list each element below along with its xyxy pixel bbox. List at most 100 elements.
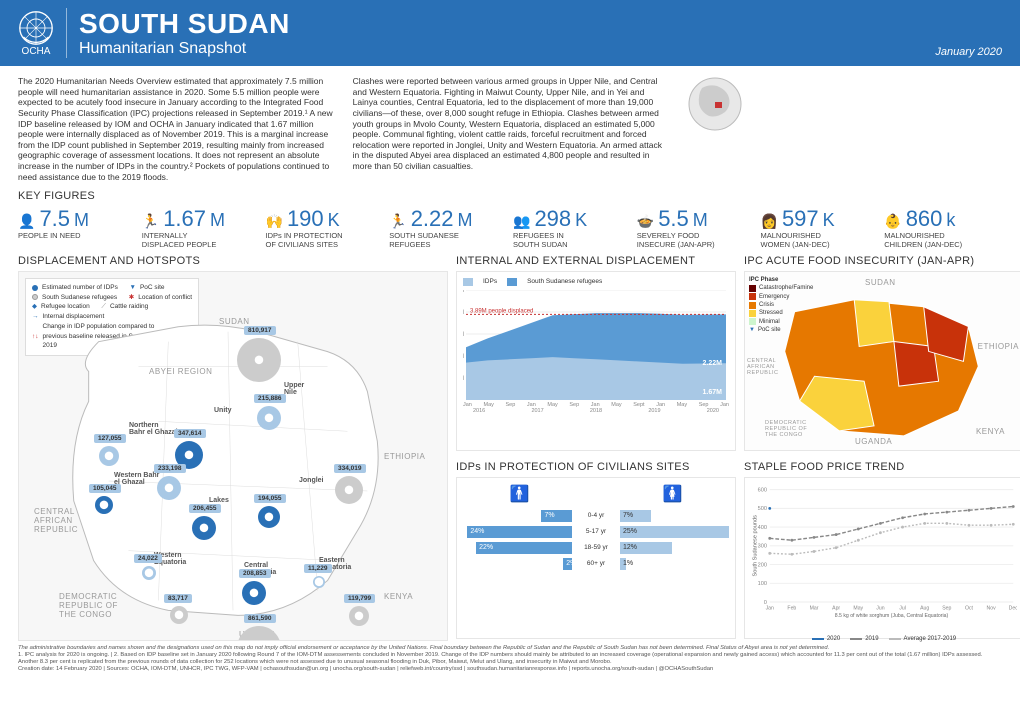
map-region: Upper Nile xyxy=(284,382,304,396)
svg-text:400: 400 xyxy=(758,525,767,531)
key-figure: 🏃1.67M INTERNALLY DISPLACED PEOPLE xyxy=(142,206,260,249)
map-neighbor: ABYEI REGION xyxy=(149,367,212,376)
key-figure: 🏃2.22M SOUTH SUDANESE REFUGEES xyxy=(389,206,507,249)
doc-title: SOUTH SUDAN xyxy=(79,8,923,40)
svg-text:4M: 4M xyxy=(463,310,464,316)
map-title: DISPLACEMENT AND HOTSPOTS xyxy=(18,255,448,267)
pyramid-bar-female: 25% xyxy=(620,526,729,538)
map-bubble-label: 194,055 xyxy=(254,494,286,503)
pyramid-bar-male: 2% xyxy=(563,558,572,570)
price-legend: 20202019Average 2017-2019 xyxy=(751,636,1017,642)
svg-text:Sep: Sep xyxy=(942,605,951,611)
price-chart: 0100200300400500600JanFebMarAprMayJunJul… xyxy=(744,477,1020,639)
legend-idp-label: IDPs xyxy=(483,278,497,285)
pyramid-age-label: 0-4 yr xyxy=(576,512,616,519)
map-bubble: ⬤ xyxy=(95,496,113,514)
header: OCHA SOUTH SUDAN Humanitarian Snapshot J… xyxy=(0,0,1020,66)
svg-text:2M: 2M xyxy=(463,354,464,360)
price-panel: STAPLE FOOD PRICE TREND 0100200300400500… xyxy=(744,461,1020,641)
displacement-chart-panel: INTERNAL AND EXTERNAL DISPLACEMENT IDPs … xyxy=(456,255,736,453)
svg-text:500: 500 xyxy=(758,506,767,512)
map-bubble-label: 215,886 xyxy=(254,394,286,403)
footer-notes: 1. IPC analysis for 2020 is ongoing. | 2… xyxy=(18,652,1002,666)
ipc-kenya: KENYA xyxy=(976,427,1005,436)
key-figures-title: KEY FIGURES xyxy=(0,188,1020,204)
key-figure: 👤7.5M PEOPLE IN NEED xyxy=(18,206,136,249)
ipc-map: IPC Phase Catastrophe/FamineEmergencyCri… xyxy=(744,271,1020,451)
pyramid-age-label: 5-17 yr xyxy=(576,528,616,535)
map-bubble: ⬤ xyxy=(192,516,216,540)
price-title: STAPLE FOOD PRICE TREND xyxy=(744,461,1020,473)
displacement-map-panel: DISPLACEMENT AND HOTSPOTS Estimated numb… xyxy=(18,255,448,641)
map-region: Lakes xyxy=(209,497,229,504)
displacement-legend: IDPs South Sudanese refugees xyxy=(463,278,729,286)
poc-chart: 🚹 🚺 7% 0-4 yr 7% 24% 5-17 yr 25% 22% 18-… xyxy=(456,477,736,639)
map-bubble: ⬤ xyxy=(157,476,181,500)
footer: The administrative boundaries and names … xyxy=(0,641,1020,677)
key-figure: 🙌190K IDPs IN PROTECTION OF CIVILIANS SI… xyxy=(266,206,384,249)
footer-disclaimer: The administrative boundaries and names … xyxy=(18,645,1002,652)
svg-text:1M: 1M xyxy=(463,376,464,382)
ipc-ethiopia: ETHIOPIA xyxy=(978,342,1019,351)
main-grid: DISPLACEMENT AND HOTSPOTS Estimated numb… xyxy=(0,255,1020,641)
country-outline-icon xyxy=(19,272,447,640)
map-bubble-label: 347,614 xyxy=(174,429,206,438)
svg-text:Jan: Jan xyxy=(766,605,774,611)
map-region: Jonglei xyxy=(299,477,324,484)
globe-locator xyxy=(687,76,1002,182)
map-bubble-label: 208,853 xyxy=(239,569,271,578)
svg-text:100: 100 xyxy=(758,581,767,587)
map-bubble-label: 105,045 xyxy=(89,484,121,493)
globe-icon xyxy=(687,76,743,132)
map-bubble-label: 233,198 xyxy=(154,464,186,473)
pyramid-bar-male: 24% xyxy=(467,526,572,538)
key-figure: 👩597K MALNOURISHED WOMEN (JAN-DEC) xyxy=(761,206,879,249)
svg-text:Aug: Aug xyxy=(920,605,929,611)
ipc-drc: DEMOCRATIC REPUBLIC OF THE CONGO xyxy=(765,420,807,438)
un-emblem-icon xyxy=(18,10,54,46)
age-pyramid: 7% 0-4 yr 7% 24% 5-17 yr 25% 22% 18-59 y… xyxy=(463,510,729,570)
pyramid-age-label: 18-59 yr xyxy=(576,544,616,551)
pyramid-bar-female: 12% xyxy=(620,542,672,554)
map-bubble-label: 11,229 xyxy=(304,564,332,573)
map-bubble: ⬤ xyxy=(237,338,281,382)
map-bubble: ⬤ xyxy=(313,576,325,588)
stacked-area-chart: 1M 2M 3M 4M 5M 3.89M people displaced 2.… xyxy=(463,290,729,400)
svg-text:Mar: Mar xyxy=(810,605,819,611)
map-bubble: ⬤ xyxy=(335,476,363,504)
legend-ssr-label: South Sudanese refugees xyxy=(527,278,602,285)
title-block: SOUTH SUDAN Humanitarian Snapshot xyxy=(66,8,923,58)
map-neighbor: SUDAN xyxy=(219,317,250,326)
key-figure: 👶860k MALNOURISHED CHILDREN (JAN-DEC) xyxy=(884,206,1002,249)
svg-text:300: 300 xyxy=(758,543,767,549)
legend-swatch-ssr xyxy=(507,278,517,286)
key-figures-row: 👤7.5M PEOPLE IN NEED🏃1.67M INTERNALLY DI… xyxy=(0,204,1020,255)
displacement-chart: IDPs South Sudanese refugees 1M 2M 3M 4M… xyxy=(456,271,736,451)
price-line-chart: 0100200300400500600JanFebMarAprMayJunJul… xyxy=(751,484,1017,632)
svg-text:200: 200 xyxy=(758,562,767,568)
map-bubble-label: 861,590 xyxy=(244,614,276,623)
ipc-panel: IPC ACUTE FOOD INSECURITY (JAN-APR) IPC … xyxy=(744,255,1020,453)
map-bubble: ⬤ xyxy=(142,566,156,580)
map-bubble: ⬤ xyxy=(99,446,119,466)
displacement-years: 20162017201820192020 xyxy=(463,408,729,414)
map-region: Northern Bahr el Ghazal xyxy=(129,422,178,436)
map-neighbor: KENYA xyxy=(384,592,413,601)
map-bubble-label: 810,917 xyxy=(244,326,276,335)
male-icon: 🚹 xyxy=(463,484,576,504)
map-bubble-label: 83,717 xyxy=(164,594,192,603)
map-neighbor: DEMOCRATIC REPUBLIC OF THE CONGO xyxy=(59,592,118,619)
map-bubble: ⬤ xyxy=(242,581,266,605)
key-figure: 🍲5.5M SEVERELY FOOD INSECURE (JAN-APR) xyxy=(637,206,755,249)
svg-text:3.89M people displaced: 3.89M people displaced xyxy=(470,308,533,314)
svg-text:South Sudanese pounds: South Sudanese pounds xyxy=(753,515,759,577)
svg-text:Feb: Feb xyxy=(787,605,796,611)
map-bubble-label: 206,455 xyxy=(189,504,221,513)
female-icon: 🚺 xyxy=(616,484,729,504)
map-bubble-label: 24,022 xyxy=(134,554,162,563)
svg-text:May: May xyxy=(853,605,863,611)
doc-date: January 2020 xyxy=(935,46,1002,58)
svg-text:Jul: Jul xyxy=(899,605,906,611)
intro-left: The 2020 Humanitarian Needs Overview est… xyxy=(18,76,333,182)
footer-credits: Creation date: 14 February 2020 | Source… xyxy=(18,666,1002,673)
